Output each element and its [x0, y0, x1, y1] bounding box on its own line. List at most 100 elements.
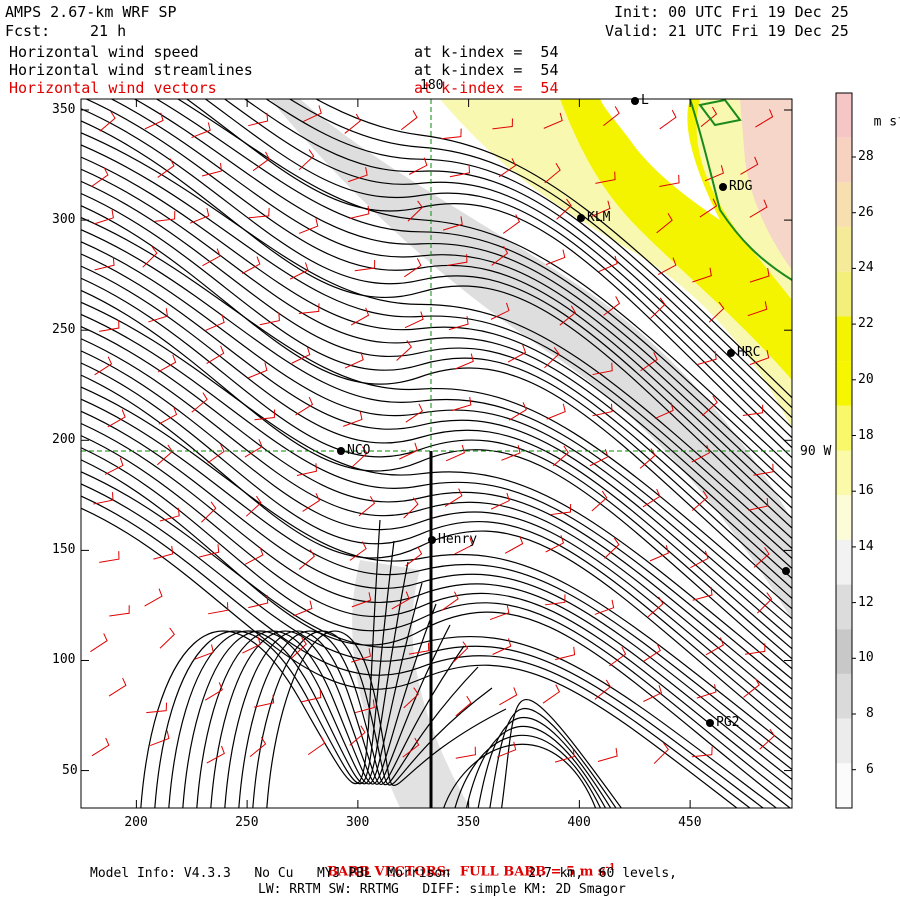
wind-barb: [191, 122, 211, 139]
streamline: [265, 99, 792, 419]
streamline-trough: [252, 630, 493, 808]
wind-barb: [550, 504, 572, 516]
init-time: Init: 00 UTC Fri 19 Dec 25: [614, 3, 849, 21]
streamline: [81, 132, 792, 540]
streamline: [81, 205, 792, 600]
wind-barb: [90, 633, 108, 653]
streamline: [81, 180, 792, 580]
streamline-trough: [140, 519, 381, 808]
wind-barb: [692, 587, 713, 601]
streamline-trough: [266, 630, 507, 808]
wind-barb: [598, 255, 618, 273]
colorbar-unit-exp: -1: [897, 113, 900, 123]
wind-barb: [94, 356, 113, 376]
streamline: [81, 168, 792, 570]
wind-barb: [603, 106, 620, 127]
wind-barb: [144, 112, 164, 130]
colorbar-swatch: [836, 227, 852, 272]
x-tick-label: 200: [124, 815, 148, 830]
wind-barb: [296, 463, 317, 477]
wind-barb: [205, 314, 225, 331]
wind-barb: [91, 167, 109, 187]
wind-barb: [559, 305, 577, 326]
wind-barb: [202, 248, 221, 267]
coastline: [689, 98, 793, 281]
wind-barb: [546, 403, 566, 420]
wind-barb: [354, 260, 376, 272]
wind-barb: [508, 402, 527, 421]
wind-barb: [442, 216, 463, 231]
wind-barb: [351, 648, 371, 663]
wind-barb: [301, 689, 322, 703]
wind-barb: [492, 638, 512, 655]
streamline: [176, 99, 792, 469]
wind-barb: [94, 209, 114, 225]
colorbar-unit: m s-1: [858, 94, 900, 130]
colorbar-label: 10: [858, 650, 874, 666]
wind-barb: [649, 545, 669, 562]
colorbar-label: 24: [858, 260, 874, 276]
wind-barb: [659, 174, 680, 188]
wind-barb: [144, 588, 163, 607]
wind-barb: [448, 316, 469, 331]
wind-barb: [254, 409, 276, 421]
wind-barb: [441, 591, 459, 611]
wind-barb: [194, 644, 214, 660]
speed-shade-yellow-strong: [560, 99, 792, 380]
wind-barb: [207, 444, 225, 464]
wind-barb: [350, 307, 370, 326]
wind-barb: [142, 246, 158, 268]
wind-barb: [404, 311, 424, 329]
colorbar-label: 26: [858, 204, 874, 220]
wind-barb: [298, 303, 320, 315]
streamline: [315, 99, 792, 399]
streamline: [81, 495, 751, 808]
wind-barb: [647, 596, 664, 618]
streamline: [81, 350, 792, 720]
wind-barb: [153, 545, 174, 560]
colorbar-swatch: [836, 361, 852, 406]
streamline: [81, 253, 792, 640]
wind-barb: [298, 218, 319, 234]
streamline: [81, 265, 792, 650]
wind-barb: [749, 199, 768, 218]
wind-barb: [354, 699, 375, 714]
wind-barb: [759, 728, 776, 750]
wind-barb: [555, 646, 576, 661]
streamline: [81, 434, 792, 791]
station-dot: [577, 214, 585, 222]
colorbar-label: 28: [858, 149, 874, 164]
wind-barb: [208, 602, 229, 615]
wind-barb: [696, 351, 717, 366]
station-dot: [631, 97, 639, 105]
x-tick-label: 250: [235, 815, 259, 830]
wind-barb: [248, 207, 270, 219]
wind-barb: [99, 111, 116, 132]
wind-barb: [692, 267, 712, 283]
y-tick-label: 50: [62, 762, 78, 778]
streamline: [81, 362, 792, 730]
wind-barb: [348, 167, 368, 183]
wind-barb: [708, 301, 725, 323]
stations: [337, 97, 790, 727]
wind-barb: [159, 507, 180, 522]
wind-barb: [454, 537, 474, 555]
wind-barb: [757, 592, 773, 614]
wind-barb: [640, 352, 658, 372]
y-tick-label: 200: [52, 432, 76, 448]
wind-barb: [749, 349, 770, 366]
wind-barb: [148, 308, 169, 323]
colorbar-swatch: [836, 271, 852, 317]
colorbar-label: 8: [866, 706, 874, 721]
streamline: [81, 471, 778, 808]
wind-barb: [344, 113, 361, 134]
wind-barb: [604, 537, 620, 559]
wind-barb: [452, 641, 469, 663]
wind-barb: [491, 245, 509, 266]
wind-barb: [291, 346, 311, 364]
streamline: [81, 120, 792, 529]
wind-barb: [99, 320, 120, 332]
wind-barb: [403, 687, 419, 709]
meridian-label: 180: [420, 78, 444, 93]
